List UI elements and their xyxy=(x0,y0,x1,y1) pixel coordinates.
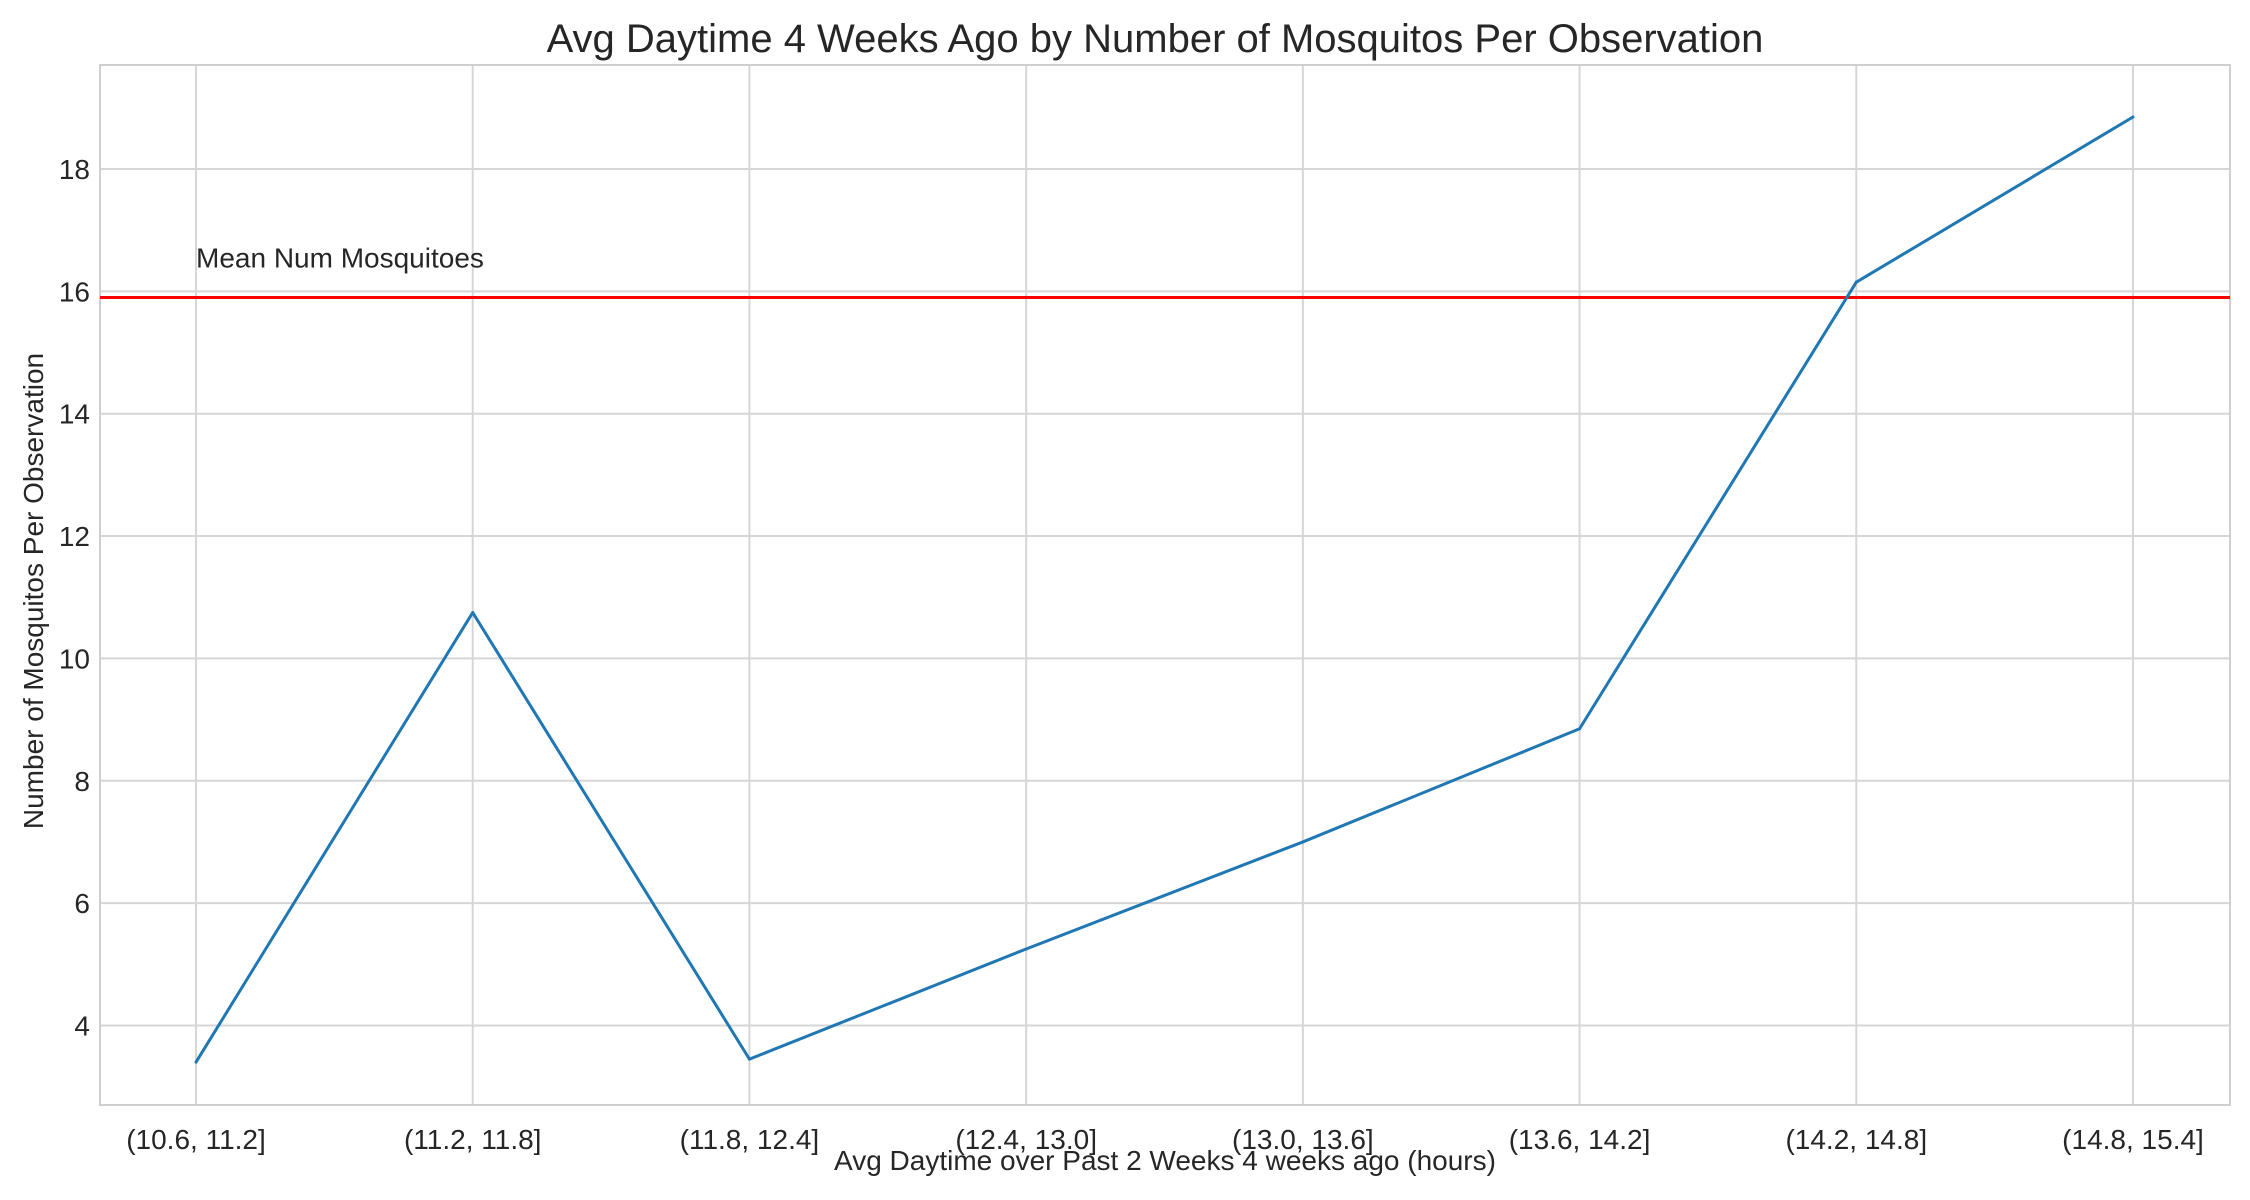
x-tick-label: (11.8, 12.4] xyxy=(680,1124,820,1155)
plot-frame xyxy=(99,64,2231,1106)
y-tick-label: 4 xyxy=(74,1010,90,1041)
x-tick-label: (13.6, 14.2] xyxy=(1509,1124,1651,1155)
data-point xyxy=(194,1060,198,1064)
x-tick-label: (14.2, 14.8] xyxy=(1785,1124,1927,1155)
x-tick-label: (14.8, 15.4] xyxy=(2062,1124,2204,1155)
x-tick-labels: (10.6, 11.2] (11.2, 11.8] (11.8, 12.4] (12.… xyxy=(126,1124,2204,1155)
data-point xyxy=(1301,840,1305,844)
grid xyxy=(100,65,2230,1105)
x-axis-label: Avg Daytime over Past 2 Weeks 4 weeks ag… xyxy=(834,1145,1496,1176)
y-tick-label: 12 xyxy=(59,521,90,552)
y-tick-label: 8 xyxy=(74,766,90,797)
x-tick-label: (11.2, 11.8] xyxy=(404,1124,542,1155)
data-point xyxy=(471,611,475,615)
series-line xyxy=(194,115,2134,1063)
y-tick-labels: 4 6 8 10 12 14 16 18 xyxy=(59,154,90,1041)
y-tick-label: 16 xyxy=(59,276,90,307)
series-layer xyxy=(194,115,2135,1064)
data-point xyxy=(1578,727,1582,731)
data-point xyxy=(2131,115,2135,119)
x-tick-label: (13.0, 13.6] xyxy=(1232,1124,1374,1155)
y-tick-label: 10 xyxy=(59,643,90,674)
mean-line-annotation: Mean Num Mosquitoes xyxy=(196,242,484,273)
data-point xyxy=(747,1057,751,1061)
y-tick-label: 6 xyxy=(74,888,90,919)
data-point xyxy=(1024,947,1028,951)
mean-reference: Mean Num Mosquitoes xyxy=(100,242,2230,299)
x-tick-label: (10.6, 11.2] xyxy=(126,1124,266,1155)
y-tick-label: 14 xyxy=(59,399,90,430)
data-point xyxy=(1854,280,1858,284)
y-axis-label: Number of Mosquitos Per Observation xyxy=(18,353,49,829)
y-tick-label: 18 xyxy=(59,154,90,185)
x-tick-label: (12.4, 13.0] xyxy=(955,1124,1097,1155)
chart-title: Avg Daytime 4 Weeks Ago by Number of Mos… xyxy=(547,17,1764,61)
